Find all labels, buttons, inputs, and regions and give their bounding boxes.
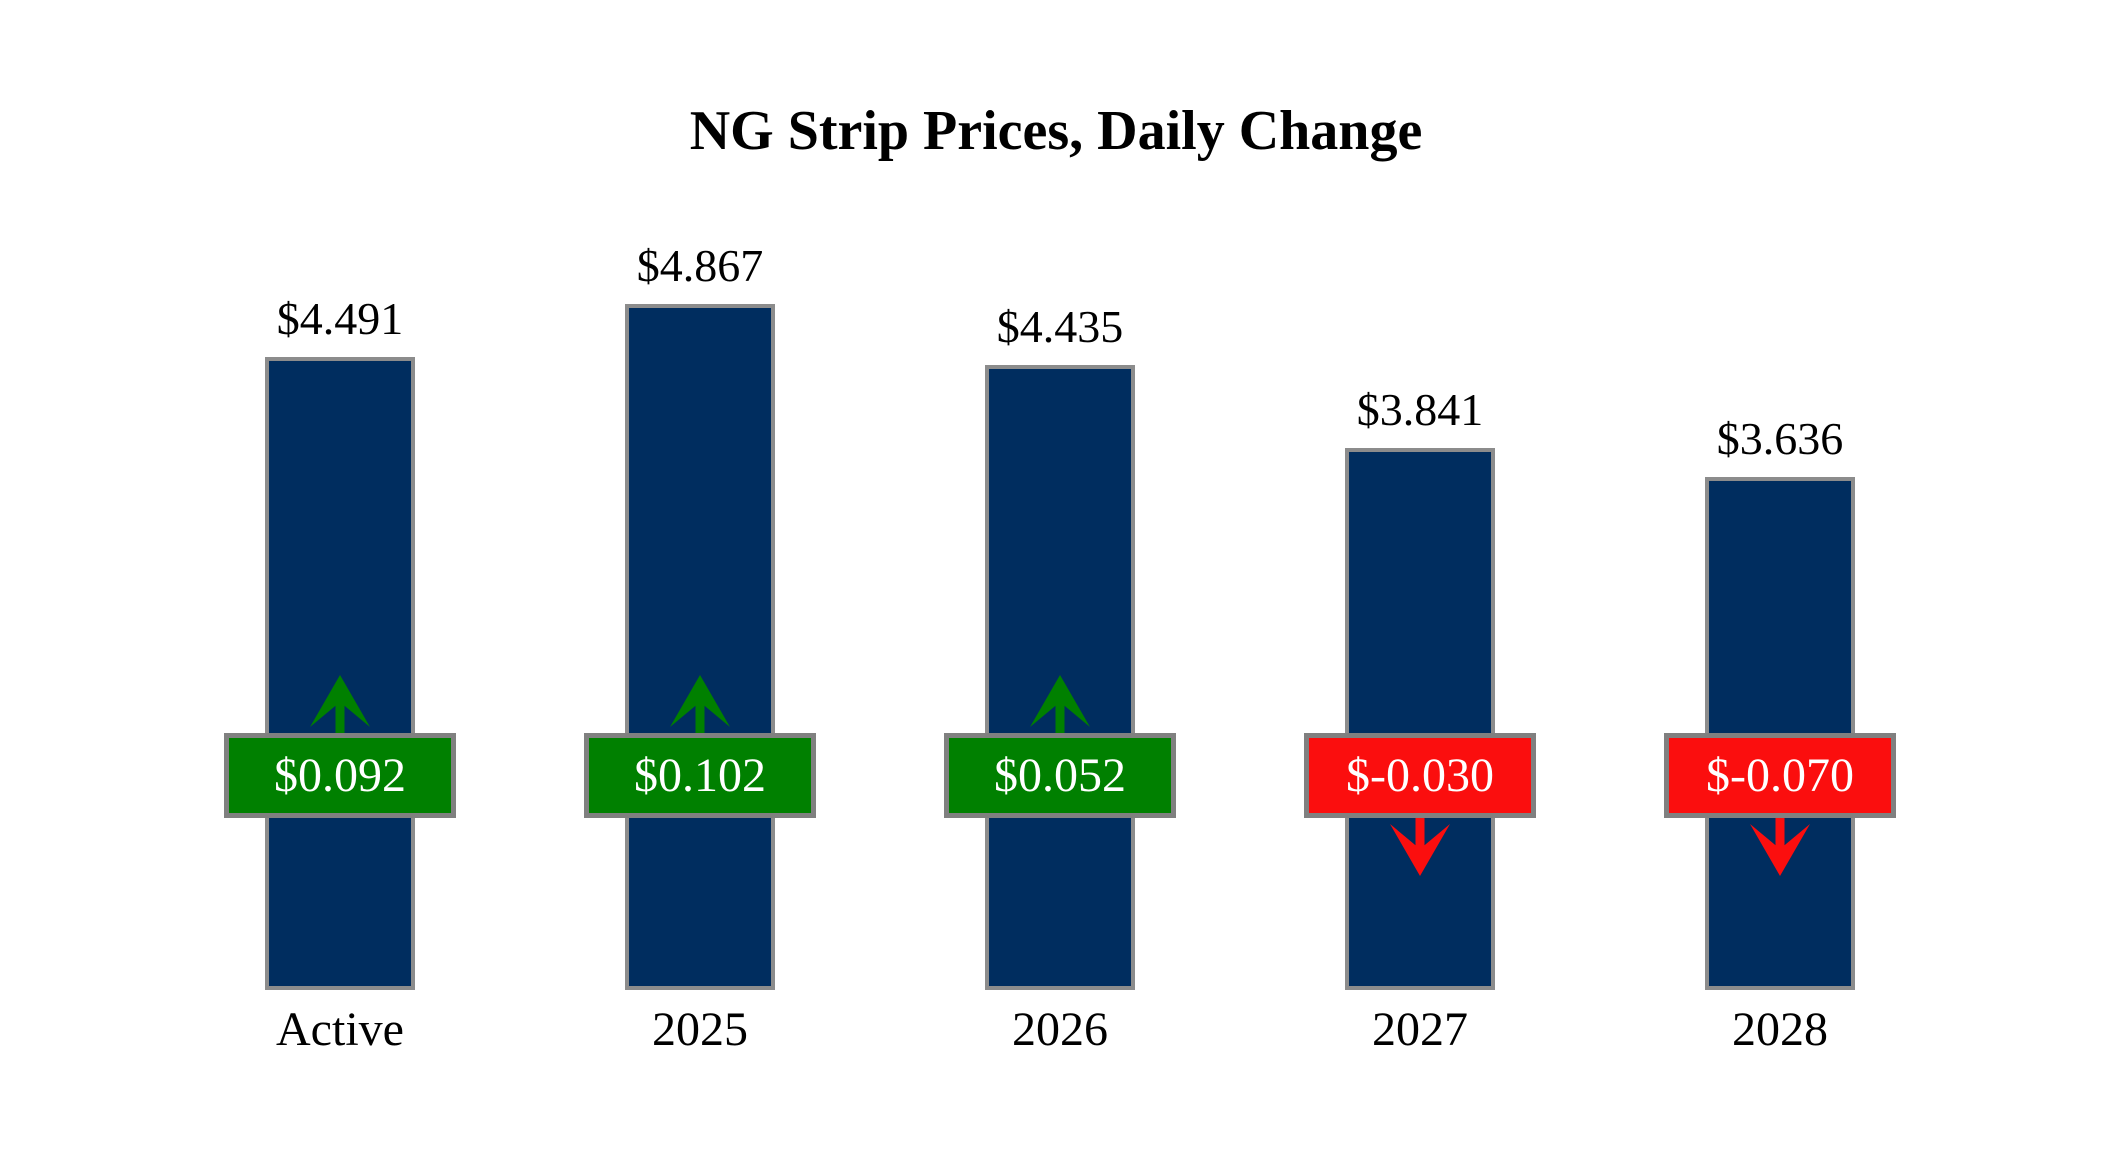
price-bar xyxy=(265,357,415,990)
bar-value-label: $4.435 xyxy=(996,301,1124,352)
daily-change-badge: $0.052 xyxy=(944,733,1176,818)
category-label: 2025 xyxy=(652,1003,748,1056)
daily-change-value: $0.102 xyxy=(634,748,766,802)
up-arrow-icon xyxy=(670,675,730,733)
price-bar xyxy=(625,304,775,990)
daily-change-badge: $0.102 xyxy=(584,733,816,818)
daily-change-value: $0.052 xyxy=(994,748,1126,802)
bar-value-label: $3.636 xyxy=(1716,413,1844,464)
daily-change-badge: $-0.070 xyxy=(1664,733,1896,818)
bar-value-label: $3.841 xyxy=(1356,384,1484,435)
daily-change-value: $-0.070 xyxy=(1706,748,1854,802)
category-label: 2028 xyxy=(1732,1003,1828,1056)
up-arrow-icon xyxy=(310,675,370,733)
daily-change-value: $-0.030 xyxy=(1346,748,1494,802)
daily-change-badge: $-0.030 xyxy=(1304,733,1536,818)
up-arrow-icon xyxy=(1030,675,1090,733)
bar-value-label: $4.491 xyxy=(276,293,404,344)
category-label: 2026 xyxy=(1012,1003,1108,1056)
daily-change-value: $0.092 xyxy=(274,748,406,802)
daily-change-badge: $0.092 xyxy=(224,733,456,818)
category-label: 2027 xyxy=(1372,1003,1468,1056)
down-arrow-icon xyxy=(1750,818,1810,876)
bar-value-label: $4.867 xyxy=(636,240,764,291)
price-bar xyxy=(1345,448,1495,990)
down-arrow-icon xyxy=(1390,818,1450,876)
chart-title: NG Strip Prices, Daily Change xyxy=(689,100,1423,162)
category-label: Active xyxy=(276,1003,404,1056)
